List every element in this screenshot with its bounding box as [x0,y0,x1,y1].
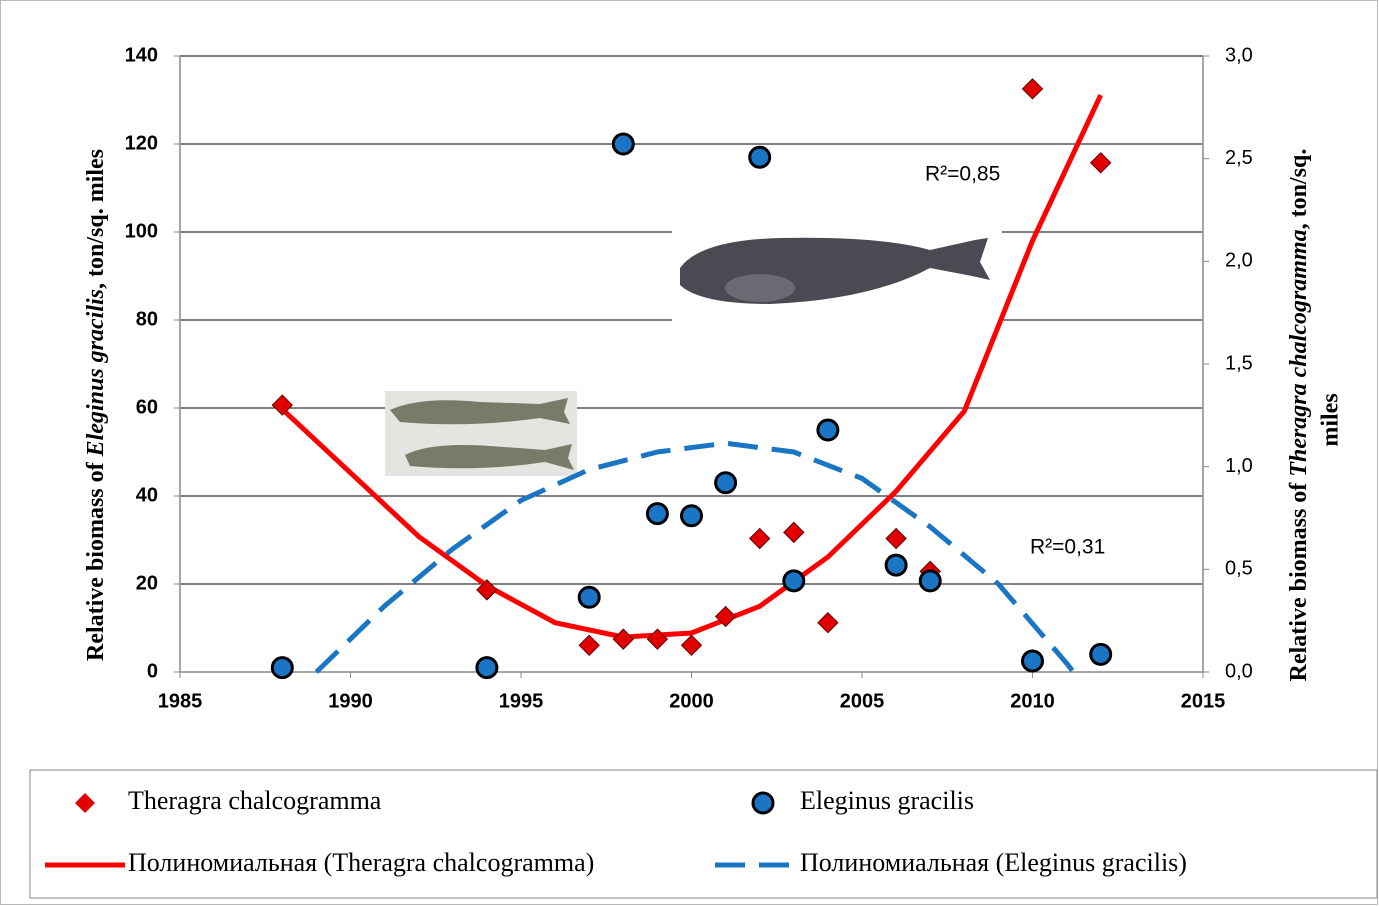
point [748,527,771,550]
point [680,504,703,528]
legend-swatch [75,793,95,813]
point [612,628,635,650]
legend-label: Полиномиальная (Theragra chalcogramma) [128,848,594,877]
legend-swatch [751,791,775,815]
point [1089,152,1112,174]
point [475,656,499,680]
x-tick-label: 1990 [328,690,373,712]
point [271,394,294,416]
annotation: R²=0,85 [925,163,1000,186]
point [748,145,772,169]
point [817,612,839,634]
fish-photo-large [672,226,1002,330]
point [645,502,669,526]
legend-label: Полиномиальная (Eleginus gracilis) [800,848,1187,877]
y2-tick-label: 0,5 [1225,558,1253,580]
annotation: R²=0,31 [1030,536,1105,559]
y2-tick-label: 1,5 [1225,352,1253,374]
point [1021,78,1044,100]
legend [29,769,1378,899]
y-tick-label: 120 [125,132,158,154]
point [885,527,907,550]
y-axis-label: Relative biomass of Eleginus gracilis, t… [83,149,109,661]
point [918,569,942,593]
point [270,656,294,680]
point [1021,649,1044,673]
y2-tick-label: 3,0 [1225,44,1253,66]
point [884,553,908,577]
point [783,521,805,544]
y-tick-label: 100 [125,220,158,242]
x-tick-label: 1995 [499,690,544,712]
y2-tick-label: 1,0 [1225,455,1253,477]
y-tick-label: 80 [136,308,158,330]
trend-line [280,93,1103,640]
y2-tick-label: 2,0 [1225,250,1253,272]
y2-tick-label: 0,0 [1225,660,1253,682]
point [476,579,498,601]
point [714,605,737,628]
y-tick-label: 0 [147,660,158,682]
x-tick-label: 2010 [1010,690,1055,712]
y2-axis-label: Relative biomass of Theragra chalcogramm… [1286,149,1312,682]
point [1089,642,1113,666]
legend-label: Theragra chalcogramma [128,786,382,815]
point [611,132,635,156]
y-tick-label: 40 [136,484,158,506]
point [782,569,806,593]
trend-line [314,440,1076,674]
point [816,418,840,442]
y-tick-label: 140 [125,44,158,66]
point [646,628,669,650]
y2-tick-label: 2,5 [1225,147,1253,169]
y-tick-label: 60 [136,396,158,418]
point [577,585,601,609]
x-tick-label: 2000 [669,690,714,712]
point [578,634,600,657]
x-tick-label: 2015 [1181,690,1226,712]
legend-label: Eleginus gracilis [800,786,974,815]
y-tick-label: 20 [136,572,158,594]
point [714,471,738,495]
x-tick-label: 2005 [840,690,885,712]
x-tick-label: 1985 [158,690,203,712]
fish-photo-small [385,391,577,476]
y2-axis-label: miles [1318,393,1344,446]
point [680,634,703,657]
